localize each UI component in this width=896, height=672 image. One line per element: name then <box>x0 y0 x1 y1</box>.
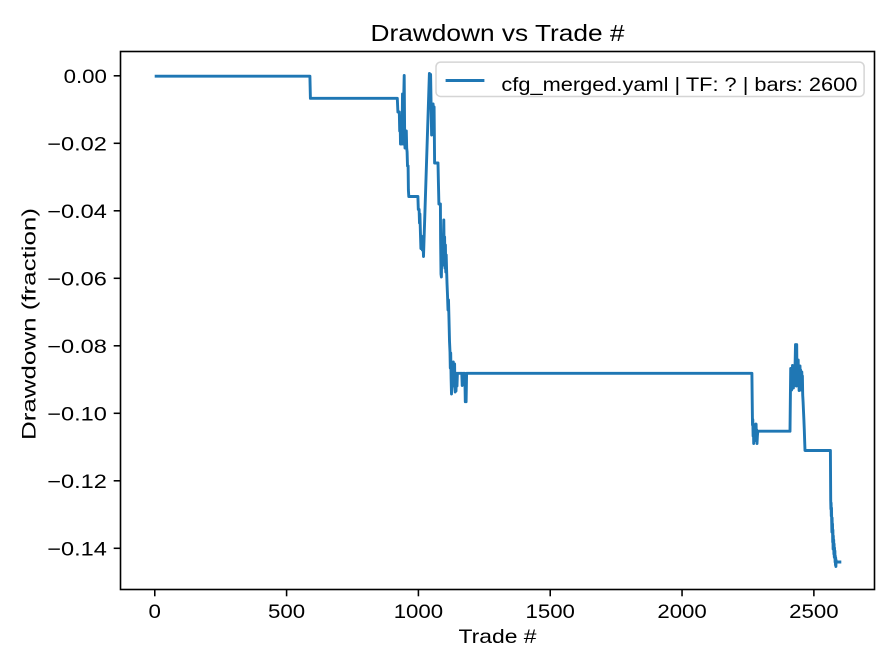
svg-text:2500: 2500 <box>789 601 839 623</box>
svg-text:500: 500 <box>268 601 305 623</box>
svg-text:Drawdown (fraction): Drawdown (fraction) <box>19 208 41 440</box>
svg-text:0.00: 0.00 <box>64 66 108 88</box>
svg-text:−0.02: −0.02 <box>47 133 107 155</box>
svg-text:−0.10: −0.10 <box>47 403 107 425</box>
svg-text:Drawdown vs Trade #: Drawdown vs Trade # <box>371 20 625 46</box>
svg-text:2000: 2000 <box>657 601 707 623</box>
svg-text:−0.12: −0.12 <box>47 471 107 493</box>
svg-text:0: 0 <box>149 601 162 623</box>
svg-text:Trade #: Trade # <box>459 626 537 648</box>
svg-text:1000: 1000 <box>394 601 444 623</box>
svg-text:−0.08: −0.08 <box>47 336 107 358</box>
svg-text:−0.06: −0.06 <box>47 268 107 290</box>
svg-text:−0.14: −0.14 <box>47 538 107 560</box>
svg-text:cfg_merged.yaml | TF: ? | bars: cfg_merged.yaml | TF: ? | bars: 2600 <box>501 74 857 96</box>
svg-text:1500: 1500 <box>526 601 576 623</box>
svg-text:−0.04: −0.04 <box>47 201 107 223</box>
